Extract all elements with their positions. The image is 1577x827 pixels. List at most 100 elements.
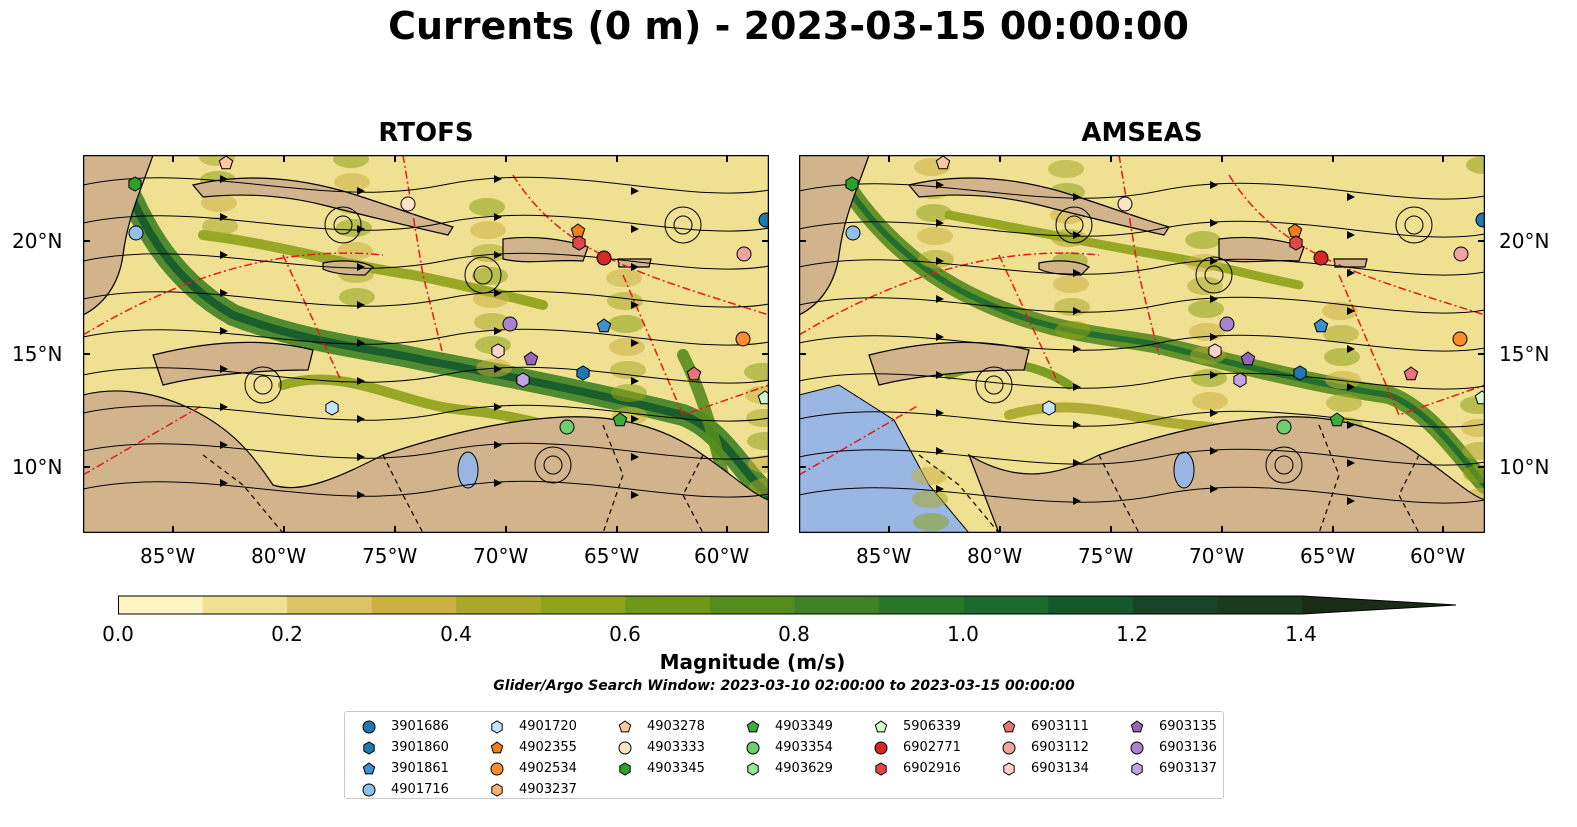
colorbar-outline (118, 595, 1457, 615)
eddy-streamline (473, 265, 493, 285)
float-marker (516, 372, 530, 388)
float-marker (1452, 331, 1468, 347)
streamline-arrow (631, 415, 639, 423)
colorbar-segment (371, 596, 457, 614)
colorbar-segment (879, 596, 965, 614)
streamline (799, 372, 1485, 390)
hexagon-marker-icon (491, 782, 503, 797)
float-marker (1329, 412, 1345, 427)
streamline-arrow (1347, 421, 1355, 429)
colorbar-segment (963, 596, 1049, 614)
lon-label: 80°W (967, 544, 1023, 568)
streamline-arrow (1347, 231, 1355, 239)
eez-boundary (622, 274, 769, 416)
figure-title: Currents (0 m) - 2023-03-15 00:00:00 (388, 4, 1189, 48)
current-patch (747, 432, 769, 450)
current-patch (1189, 323, 1225, 341)
circle-marker-icon (1002, 741, 1016, 754)
map-frame (799, 155, 1485, 533)
current-patch (337, 242, 373, 260)
float-marker (218, 155, 234, 170)
colorbar-segment (710, 596, 796, 614)
legend-item: 4901716 (361, 779, 449, 800)
cuba-land (907, 177, 1170, 236)
current-band (944, 210, 1304, 290)
streamline-arrow (1347, 459, 1355, 467)
lake-maracaibo (1173, 451, 1195, 489)
legend-label: 6902771 (903, 740, 961, 755)
circle-marker-icon (1130, 741, 1144, 754)
eez-boundary (402, 155, 444, 356)
legend-item: 4903345 (617, 758, 705, 779)
current-patch (469, 198, 505, 216)
map-frame (83, 155, 769, 533)
streamline-arrow (220, 479, 228, 487)
lon-label: 65°W (1300, 544, 1356, 568)
float-marker (935, 155, 951, 170)
colorbar-label: Magnitude (m/s) (659, 650, 846, 674)
legend-item: 4903349 (745, 716, 833, 737)
colorbar-segment (1217, 596, 1303, 614)
float-marker (1313, 250, 1329, 266)
float-marker (1219, 316, 1235, 332)
legend-label: 6903135 (1159, 719, 1217, 734)
current-patch (608, 315, 644, 333)
eddy-streamline (1395, 206, 1433, 244)
streamline-arrow (494, 327, 502, 335)
eddy-streamline (1404, 215, 1424, 235)
current-patch (1324, 348, 1360, 366)
streamline-arrow (1347, 193, 1355, 201)
lon-label: 60°W (1410, 544, 1466, 568)
colorbar-tick: 1.4 (1285, 622, 1317, 646)
country-border (602, 424, 624, 533)
streamline-arrow (494, 213, 502, 221)
streamline-arrow (1073, 193, 1081, 201)
eddy-streamline (244, 366, 282, 404)
current-patch (473, 290, 509, 308)
hispaniola-land (502, 236, 589, 263)
colorbar (118, 595, 1457, 615)
float-marker (758, 212, 769, 228)
streamline-arrow (357, 187, 365, 195)
eez-boundary (282, 254, 344, 386)
legend-label: 3901860 (391, 740, 449, 755)
legend-label: 4903349 (775, 719, 833, 734)
country-border (382, 454, 424, 533)
streamline-arrow (220, 175, 228, 183)
eddy-streamline (1064, 215, 1084, 235)
streamline-arrow (1210, 485, 1218, 493)
streamline-arrow (1073, 307, 1081, 315)
legend-item: 6903111 (1001, 716, 1089, 737)
amseas-map (799, 155, 1485, 533)
legend-column: 3901686 3901860 3901861 4901716 (361, 716, 449, 800)
current-patch (911, 467, 947, 485)
float-marker (1474, 390, 1485, 405)
lon-label: 85°W (856, 544, 912, 568)
streamline-arrow (1347, 269, 1355, 277)
streamline-arrow (1073, 383, 1081, 391)
eez-boundary (1338, 274, 1485, 416)
streamline-arrow (631, 491, 639, 499)
current-band (109, 155, 769, 499)
colorbar-segment (287, 596, 373, 614)
streamline-arrow (631, 225, 639, 233)
float-marker (491, 343, 505, 359)
streamline-arrow (1210, 219, 1218, 227)
streamline (799, 486, 1485, 504)
country-border (1398, 454, 1420, 533)
streamline-arrow (631, 187, 639, 195)
yucatan-land (799, 155, 870, 316)
current-patch (610, 361, 646, 379)
lon-label: 65°W (584, 544, 640, 568)
float-marker (845, 176, 859, 192)
country-border (202, 454, 284, 533)
streamline (799, 410, 1485, 428)
streamline (799, 182, 1485, 200)
legend-item: 6903136 (1129, 737, 1217, 758)
legend-label: 6903136 (1159, 740, 1217, 755)
current-patch (1051, 229, 1087, 247)
float-marker (596, 318, 612, 333)
streamline-arrow (494, 441, 502, 449)
current-patch (1461, 419, 1485, 437)
lon-label: 75°W (362, 544, 418, 568)
